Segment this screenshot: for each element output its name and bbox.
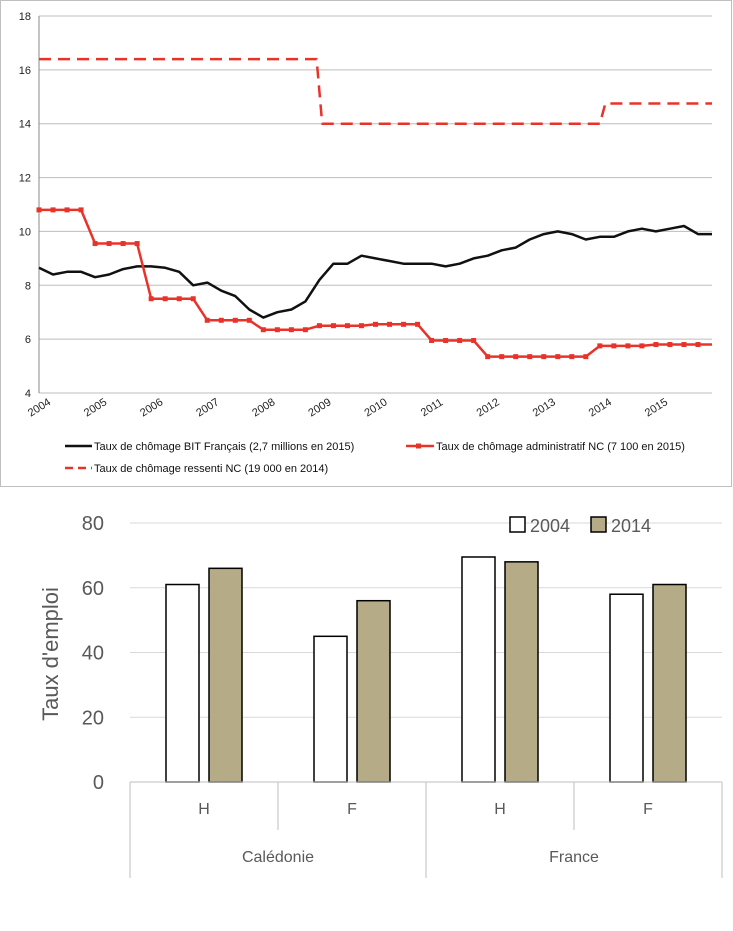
legend-swatch-2004 bbox=[509, 516, 526, 533]
y-tick-label: 16 bbox=[19, 65, 31, 77]
series-marker bbox=[555, 354, 561, 360]
series-marker bbox=[597, 343, 603, 349]
category-label: F bbox=[347, 801, 357, 818]
y-tick-label: 0 bbox=[93, 772, 104, 794]
series-marker bbox=[134, 241, 140, 247]
series-marker bbox=[611, 343, 617, 349]
series-marker bbox=[443, 337, 449, 343]
series-marker bbox=[274, 327, 280, 333]
y-tick-label: 20 bbox=[82, 707, 104, 729]
series-marker bbox=[302, 327, 308, 333]
series-marker bbox=[344, 323, 350, 329]
legend-marker-administratif bbox=[416, 443, 421, 449]
series-marker bbox=[218, 317, 224, 323]
series-line-0 bbox=[38, 224, 712, 319]
series-marker bbox=[106, 241, 112, 247]
series-marker bbox=[373, 321, 378, 327]
series-marker bbox=[120, 241, 126, 247]
y-tick-label: 6 bbox=[25, 334, 31, 346]
series-marker bbox=[569, 354, 575, 360]
series-marker bbox=[695, 342, 701, 348]
series-marker bbox=[148, 296, 154, 302]
series-marker bbox=[316, 323, 322, 329]
series-marker bbox=[527, 354, 533, 360]
bar-2004-2 bbox=[461, 556, 496, 783]
series-marker bbox=[387, 321, 393, 327]
bar-2004-0 bbox=[165, 583, 200, 783]
series-marker bbox=[92, 241, 98, 247]
series-marker bbox=[78, 207, 84, 213]
series-marker bbox=[330, 323, 336, 329]
category-label: F bbox=[643, 801, 653, 818]
category-label: H bbox=[198, 801, 210, 818]
series-marker bbox=[681, 342, 687, 348]
y-tick-label: 60 bbox=[82, 578, 104, 600]
series-marker bbox=[232, 317, 238, 323]
series-marker bbox=[513, 354, 519, 360]
series-marker bbox=[541, 354, 547, 360]
bar-2014-2 bbox=[504, 561, 539, 783]
legend-label-ressenti: Taux de chômage ressenti NC (19 000 en 2… bbox=[94, 463, 328, 475]
group-label: France bbox=[549, 849, 599, 866]
y-tick-label: 4 bbox=[25, 388, 31, 400]
y-tick-label: 14 bbox=[19, 119, 31, 131]
y-tick-label: 10 bbox=[19, 226, 31, 238]
bar-2014-3 bbox=[652, 583, 687, 783]
series-marker bbox=[50, 207, 56, 213]
y-tick-label: 80 bbox=[82, 513, 104, 535]
series-marker bbox=[288, 327, 294, 333]
legend-swatch-2014 bbox=[590, 516, 607, 533]
series-marker bbox=[639, 343, 645, 349]
bar-2004-3 bbox=[609, 593, 644, 783]
legend-label-2014: 2014 bbox=[611, 516, 651, 536]
series-marker bbox=[471, 337, 477, 343]
employment-bar-chart: 0 20 40 60 80 Taux d'emploi H F H F Calédonie Fra… bbox=[38, 513, 723, 878]
legend-label-administratif: Taux de chômage administratif NC (7 100 … bbox=[436, 441, 685, 453]
y-axis-label: Taux d'emploi bbox=[38, 587, 63, 721]
series-marker bbox=[176, 296, 182, 302]
y-tick-label: 8 bbox=[25, 280, 31, 292]
y-tick-label: 18 bbox=[19, 11, 31, 23]
series-marker bbox=[36, 207, 42, 213]
series-marker bbox=[401, 321, 407, 327]
legend-label-2004: 2004 bbox=[530, 516, 570, 536]
category-label: H bbox=[494, 801, 506, 818]
series-marker bbox=[667, 342, 673, 348]
bar-2014-0 bbox=[208, 567, 243, 783]
y-tick-label: 12 bbox=[19, 173, 31, 185]
series-marker bbox=[499, 354, 505, 360]
legend-label-bit: Taux de chômage BIT Français (2,7 millio… bbox=[94, 441, 354, 453]
series-marker bbox=[625, 343, 631, 349]
y-tick-label: 40 bbox=[82, 643, 104, 665]
series-marker bbox=[64, 207, 70, 213]
series-marker bbox=[246, 317, 252, 323]
series-marker bbox=[204, 317, 210, 323]
series-marker bbox=[190, 296, 196, 302]
series-marker bbox=[358, 323, 364, 329]
series-marker bbox=[485, 354, 491, 360]
bar-2004-1 bbox=[313, 635, 348, 783]
series-marker bbox=[457, 337, 463, 343]
series-marker bbox=[583, 354, 589, 360]
series-marker bbox=[429, 337, 435, 343]
series-marker bbox=[260, 327, 266, 333]
series-marker bbox=[162, 296, 168, 302]
series-marker bbox=[415, 321, 421, 327]
series-line-2 bbox=[39, 57, 712, 125]
bar-2014-1 bbox=[356, 599, 391, 783]
series-marker bbox=[653, 342, 659, 348]
group-label: Calédonie bbox=[242, 849, 314, 866]
